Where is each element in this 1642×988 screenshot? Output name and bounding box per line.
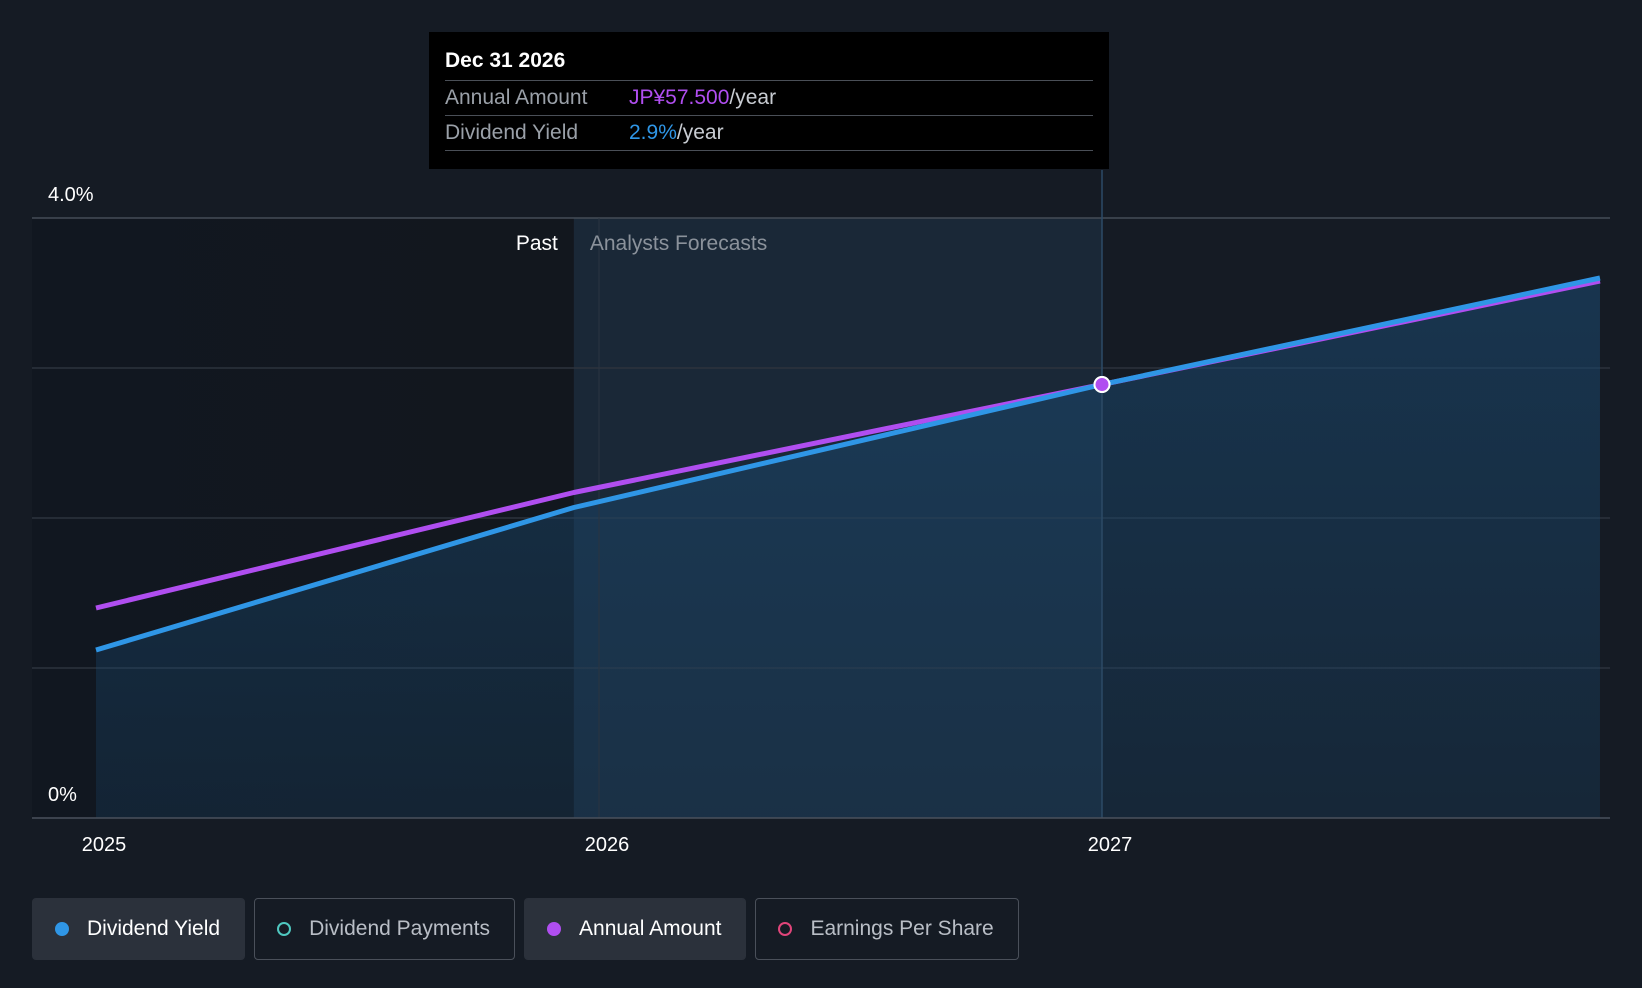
annual-amount-marker: [1093, 376, 1111, 393]
legend-label: Earnings Per Share: [810, 917, 994, 940]
filled-dot-icon: [55, 922, 69, 936]
x-tick-label: 2025: [82, 834, 127, 856]
series-lines: [95, 275, 1601, 653]
hollow-dot-icon: [778, 922, 793, 936]
legend-earnings-per-share-button[interactable]: Earnings Per Share: [755, 898, 1019, 960]
hollow-dot-icon: [277, 922, 292, 936]
axis-ticks: 2025 2026 2027 4.0% 0%: [48, 184, 1132, 856]
legend-dividend-yield-button[interactable]: Dividend Yield: [32, 898, 246, 960]
tooltip-row-dividend-yield: Dividend Yield 2.9% /year: [445, 116, 1093, 151]
past-label: Past: [516, 232, 558, 255]
x-tick-label: 2026: [585, 834, 630, 856]
tooltip-label: Dividend Yield: [445, 121, 579, 144]
x-tick-label: 2027: [1088, 834, 1133, 856]
y-tick-label: 4.0%: [48, 184, 94, 206]
dividend-yield-area: [96, 278, 1600, 818]
tooltip-date: Dec 31 2026: [445, 46, 1093, 81]
y-tick-label: 0%: [48, 784, 77, 806]
legend-label: Annual Amount: [579, 917, 722, 940]
forecast-label: Analysts Forecasts: [590, 232, 767, 255]
tooltip-label: Annual Amount: [445, 86, 588, 109]
legend-label: Dividend Payments: [309, 917, 491, 940]
tooltip-value: 2.9%: [629, 121, 677, 144]
tooltip: Dec 31 2026 Annual Amount JP¥57.500 /yea…: [429, 32, 1109, 169]
filled-dot-icon: [547, 922, 562, 936]
tooltip-unit: /year: [729, 86, 777, 109]
tooltip-unit: /year: [676, 121, 724, 144]
tooltip-row-annual-amount: Annual Amount JP¥57.500 /year: [445, 81, 1093, 116]
legend-annual-amount-button[interactable]: Annual Amount: [524, 898, 747, 960]
legend-label: Dividend Yield: [87, 917, 221, 940]
tooltip-value: JP¥57.500: [629, 86, 730, 109]
hover-markers: [1093, 376, 1111, 393]
legend: Dividend Yield Dividend Payments Annual …: [32, 898, 1019, 960]
legend-dividend-payments-button[interactable]: Dividend Payments: [254, 898, 516, 960]
dividend-yield-line: [95, 275, 1601, 653]
